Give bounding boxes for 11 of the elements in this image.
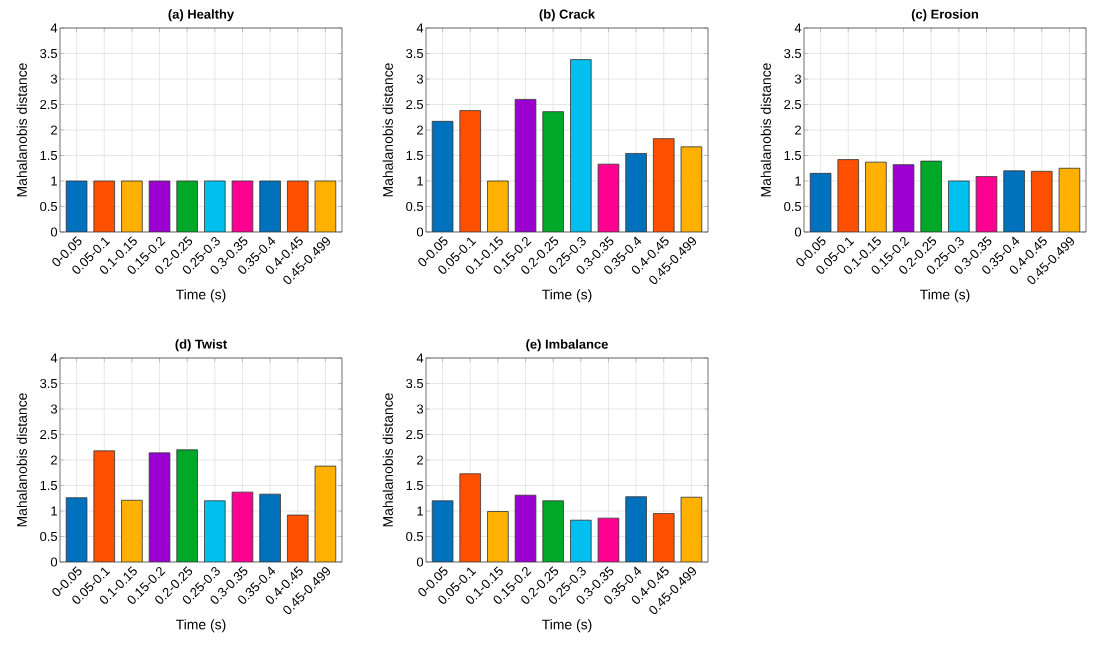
bar <box>570 59 592 232</box>
bar <box>1003 170 1025 232</box>
bar <box>487 180 509 232</box>
bar <box>1031 170 1053 232</box>
bar <box>459 110 481 232</box>
bar <box>625 153 647 232</box>
bar <box>920 160 942 232</box>
bar <box>542 111 564 232</box>
bar <box>837 159 860 232</box>
bar <box>948 180 970 232</box>
bar <box>653 138 675 232</box>
